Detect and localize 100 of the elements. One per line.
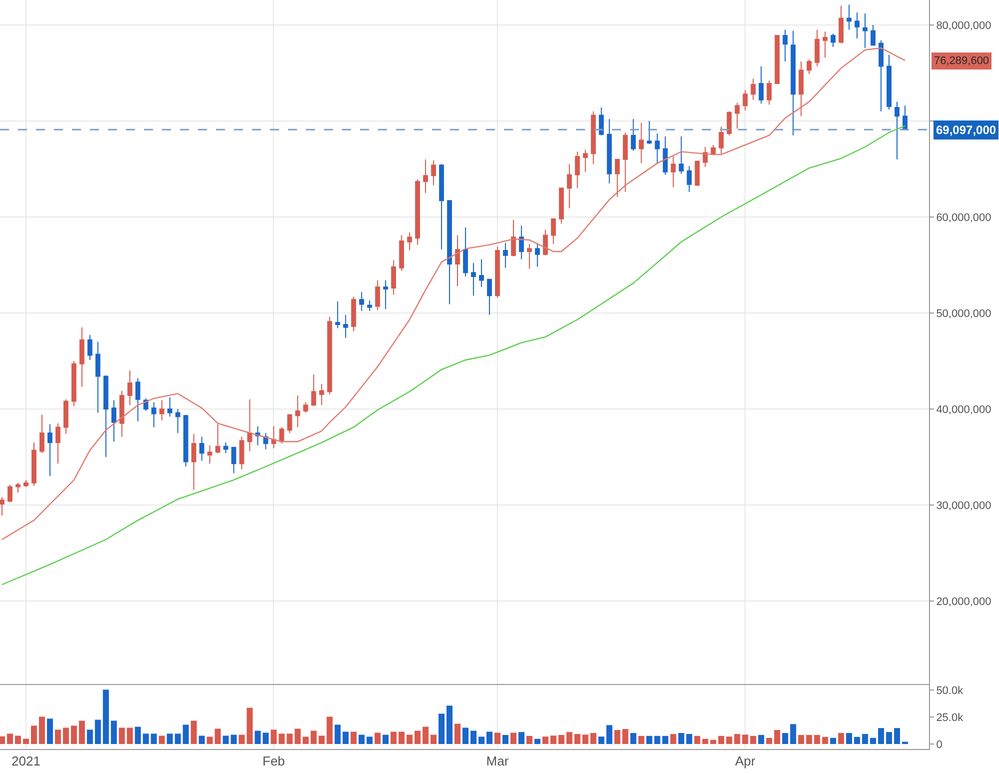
- bar: [894, 728, 900, 744]
- candlestick: [119, 390, 124, 438]
- candlestick: [854, 12, 860, 39]
- candlestick: [782, 29, 788, 62]
- bar: [790, 724, 796, 744]
- candlestick: [191, 433, 196, 490]
- bar: [734, 734, 740, 744]
- bar: [0, 736, 5, 744]
- candlestick: [287, 414, 292, 434]
- bar: [822, 736, 828, 744]
- bar: [6, 734, 13, 744]
- bar: [550, 736, 556, 744]
- candlestick: [846, 4, 852, 30]
- bar: [646, 736, 652, 744]
- candlestick: [630, 118, 636, 152]
- bar: [62, 728, 69, 744]
- bar: [454, 724, 460, 744]
- line-series: [1, 47, 906, 540]
- bar: [622, 729, 628, 744]
- x-tick-label: Mar: [486, 754, 510, 769]
- bar: [558, 734, 564, 744]
- ref-line-label: 69,097,000: [936, 123, 996, 137]
- x-tick-label: 2021: [12, 754, 40, 769]
- candlestick: [0, 496, 4, 516]
- candlestick: [758, 66, 764, 104]
- candlestick: [63, 398, 68, 434]
- bar: [750, 736, 756, 744]
- bar: [758, 734, 764, 744]
- annotation: 76,289,600: [934, 55, 990, 67]
- candlestick: [199, 436, 204, 462]
- bar: [670, 734, 676, 744]
- bar: [806, 734, 812, 744]
- y-tick-label: 50.0k: [936, 684, 964, 697]
- candlestick: [351, 296, 356, 332]
- bar: [86, 730, 93, 744]
- candlestick: [750, 78, 756, 100]
- bar: [406, 734, 413, 744]
- bar: [422, 726, 429, 744]
- y-tick-label: 25.0k: [936, 712, 964, 724]
- bar: [590, 733, 596, 744]
- bar: [710, 740, 716, 744]
- bar: [846, 733, 852, 744]
- bar: [502, 734, 508, 744]
- candlestick: [303, 402, 308, 414]
- bar: [22, 738, 29, 744]
- candlestick: [766, 80, 772, 106]
- candlestick: [638, 122, 644, 164]
- bar: [566, 732, 572, 744]
- bar: [526, 736, 532, 744]
- bar: [542, 736, 548, 744]
- bar: [678, 733, 684, 744]
- candlestick: [391, 260, 396, 296]
- candlestick: [518, 225, 524, 260]
- bar: [886, 732, 892, 744]
- candlestick: [814, 29, 820, 67]
- bar: [342, 732, 349, 744]
- bar: [606, 725, 612, 744]
- bar: [318, 736, 325, 744]
- bar: [110, 720, 117, 744]
- y-tick-label: 50,000,000: [936, 308, 992, 320]
- bar: [462, 728, 468, 744]
- bar: [38, 716, 45, 744]
- candlestick: [654, 132, 660, 165]
- candlestick: [111, 400, 116, 442]
- bar: [774, 730, 780, 744]
- candlestick: [678, 136, 684, 174]
- bar: [54, 730, 61, 744]
- candlestick: [463, 227, 468, 277]
- bar: [326, 716, 333, 744]
- candlestick: [295, 395, 300, 428]
- bar: [510, 732, 516, 744]
- candlestick: [279, 426, 284, 444]
- bar: [638, 736, 644, 744]
- bar: [862, 734, 868, 744]
- candlestick: [830, 33, 836, 48]
- bar: [302, 736, 309, 744]
- candlestick: [343, 314, 348, 338]
- candlestick: [542, 228, 548, 256]
- candlestick: [798, 60, 804, 117]
- bar: [534, 738, 540, 744]
- candlestick: [479, 258, 484, 288]
- bar: [838, 733, 844, 744]
- bar: [30, 726, 37, 744]
- candlestick: [686, 166, 692, 192]
- bar: [230, 734, 237, 744]
- candlestick: [487, 278, 492, 316]
- candlestick: [622, 132, 628, 192]
- candlestick: [902, 105, 908, 130]
- bar: [726, 736, 732, 744]
- bar: [574, 734, 580, 744]
- candlestick: [335, 300, 340, 329]
- bar: [766, 738, 772, 744]
- candlestick: [534, 243, 540, 268]
- candlestick: [558, 188, 564, 224]
- candlestick: [670, 156, 676, 188]
- candlestick: [790, 30, 796, 136]
- candlestick: [718, 126, 724, 154]
- candlestick: [103, 374, 108, 458]
- candlestick: [862, 12, 868, 48]
- bar: [182, 724, 189, 744]
